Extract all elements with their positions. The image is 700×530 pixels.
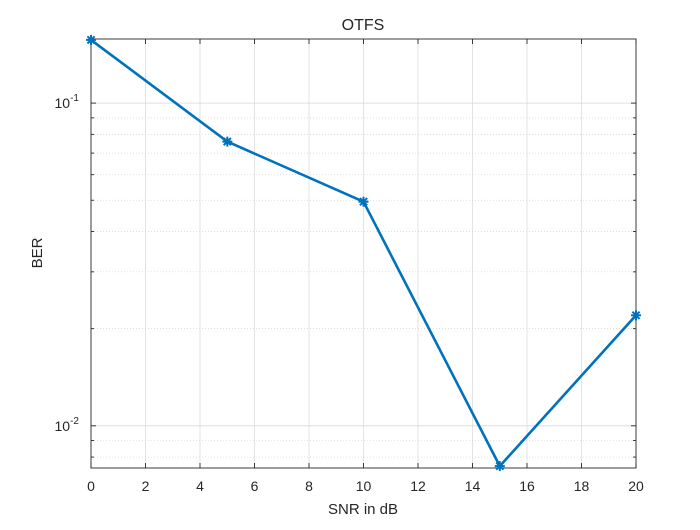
x-tick-label: 8 <box>305 478 313 494</box>
series-layer <box>86 34 641 472</box>
x-tick-label: 20 <box>628 478 644 494</box>
data-point-marker <box>358 196 369 207</box>
data-point-marker <box>494 461 505 472</box>
data-point-marker <box>86 34 96 45</box>
grid-lines <box>91 39 636 468</box>
x-tick-label: 4 <box>196 478 204 494</box>
x-tick-label: 16 <box>519 478 535 494</box>
x-tick-label: 0 <box>87 478 95 494</box>
x-tick-label: 14 <box>465 478 481 494</box>
axes: 0 2 4 6 8 10 12 14 16 18 20 10-2 10-1 <box>55 38 644 494</box>
x-tick-label: 12 <box>410 478 426 494</box>
y-axis-label: BER <box>29 237 46 268</box>
y-tick-label: 10-1 <box>55 93 80 111</box>
x-tick-label: 2 <box>142 478 150 494</box>
data-point-marker <box>631 310 641 321</box>
x-tick-label: 18 <box>574 478 590 494</box>
chart-title: OTFS <box>342 17 385 34</box>
x-tick-label: 6 <box>251 478 259 494</box>
data-point-marker <box>222 136 233 147</box>
x-axis-label: SNR in dB <box>328 501 398 518</box>
y-tick-label: 10-2 <box>55 416 80 434</box>
x-tick-label: 10 <box>356 478 372 494</box>
